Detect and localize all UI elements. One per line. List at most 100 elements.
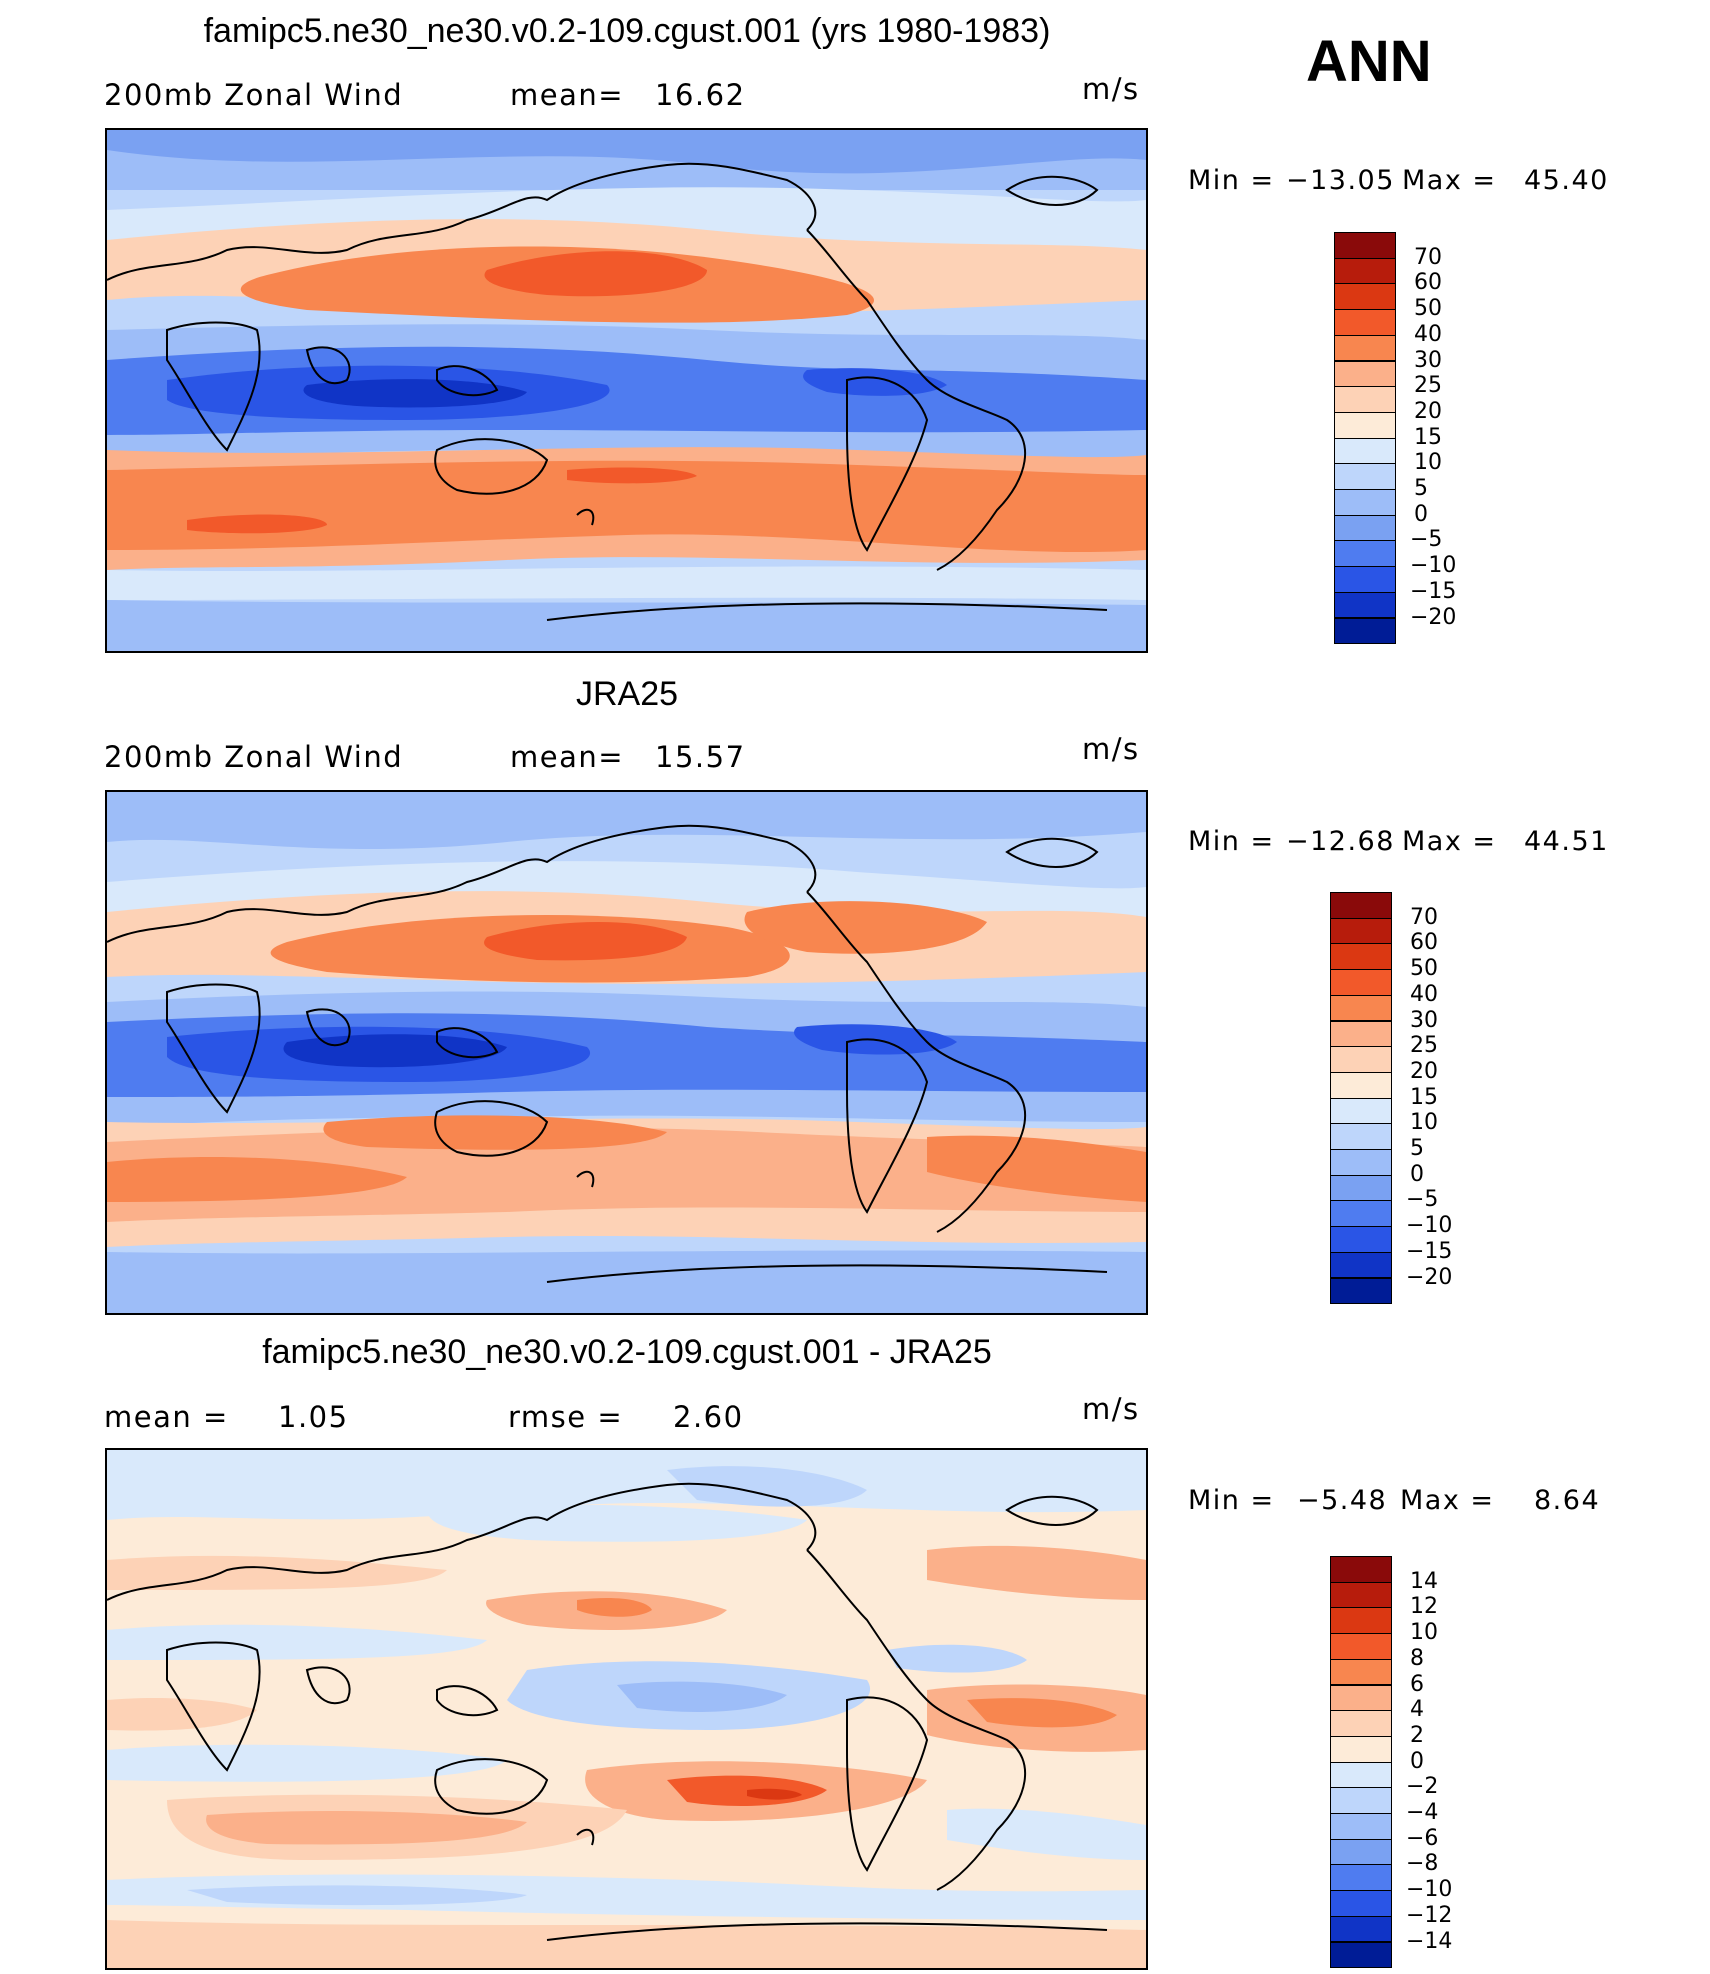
panel-2-max-label: Max = — [1402, 826, 1497, 857]
colorbar-swatch — [1330, 892, 1392, 919]
colorbar-tick-label: 30 — [1414, 347, 1442, 373]
colorbar-swatch — [1334, 566, 1396, 593]
colorbar-tick-label: −14 — [1406, 1928, 1453, 1954]
colorbar-swatch — [1330, 917, 1392, 945]
colorbar-tick-label: 10 — [1410, 1110, 1438, 1136]
colorbar-swatch — [1334, 437, 1396, 465]
colorbar-tick-label: 8 — [1410, 1645, 1424, 1671]
colorbar-swatch — [1334, 411, 1396, 439]
colorbar-swatch — [1330, 1915, 1392, 1943]
panel-3-max-label: Max = — [1400, 1485, 1495, 1516]
colorbar-tick-label: −10 — [1410, 553, 1457, 579]
panel-3-rmse-label: rmse = — [508, 1400, 624, 1434]
colorbar-swatch — [1330, 1581, 1392, 1609]
colorbar-tick-label: 15 — [1414, 424, 1442, 450]
colorbar-tick-label: −20 — [1410, 604, 1457, 630]
colorbar-swatch — [1334, 591, 1396, 619]
panel-1-units: m/s — [1082, 72, 1140, 106]
colorbar-swatch — [1330, 1710, 1392, 1737]
colorbar-tick-label: 25 — [1414, 373, 1442, 399]
colorbar-swatch — [1330, 1046, 1392, 1073]
panel-3-min-label: Min = — [1188, 1485, 1275, 1516]
panel-3-min-value: −5.48 — [1297, 1485, 1388, 1516]
colorbar-swatch — [1330, 1813, 1392, 1840]
panel-2-min-value: −12.68 — [1286, 826, 1395, 857]
colorbar-swatch — [1330, 1941, 1392, 1969]
colorbar-swatch — [1330, 1556, 1392, 1583]
colorbar-swatch — [1334, 386, 1396, 413]
panel-3-mean-value: 1.05 — [278, 1400, 349, 1434]
season-label: ANN — [1306, 29, 1432, 94]
panel-1-colorbar: 70 60 50 40 30 25 20 15 10 5 0 −5 −10 −15 −20 — [1334, 232, 1534, 645]
panel-3-rmse-value: 2.60 — [673, 1400, 744, 1434]
colorbar-tick-label: −20 — [1406, 1264, 1453, 1290]
panel-2-max-value: 44.51 — [1524, 826, 1609, 857]
colorbar-swatch — [1330, 1097, 1392, 1125]
colorbar-swatch — [1330, 1890, 1392, 1917]
colorbar-swatch — [1334, 489, 1396, 516]
colorbar-swatch — [1330, 1633, 1392, 1660]
colorbar-tick-label: 60 — [1410, 930, 1438, 956]
panel-1-variable-label: 200mb Zonal Wind — [104, 78, 404, 112]
colorbar-swatch — [1330, 1071, 1392, 1099]
colorbar-swatch — [1330, 1735, 1392, 1763]
colorbar-tick-label: 60 — [1414, 270, 1442, 296]
panel-3-map — [105, 1448, 1148, 1970]
colorbar-tick-label: −2 — [1406, 1774, 1439, 1800]
colorbar-tick-label: −5 — [1410, 527, 1443, 553]
colorbar-tick-label: −4 — [1406, 1800, 1439, 1825]
colorbar-swatch — [1334, 334, 1396, 362]
panel-3-title: famipc5.ne30_ne30.v0.2-109.cgust.001 - J… — [262, 1333, 992, 1371]
colorbar-swatch — [1334, 514, 1396, 542]
colorbar-swatch — [1334, 283, 1396, 311]
colorbar-tick-label: 30 — [1410, 1007, 1438, 1033]
colorbar-swatch — [1330, 1277, 1392, 1305]
colorbar-tick-label: 70 — [1410, 904, 1438, 930]
panel-2-mean-label: mean= — [510, 740, 625, 774]
colorbar-swatch — [1330, 1149, 1392, 1176]
colorbar-tick-label: 0 — [1410, 1161, 1424, 1187]
colorbar-tick-label: −15 — [1410, 578, 1457, 604]
colorbar-tick-label: 10 — [1410, 1620, 1438, 1646]
colorbar-swatch — [1330, 1123, 1392, 1150]
colorbar-swatch — [1330, 1200, 1392, 1228]
colorbar-tick-label: −12 — [1406, 1902, 1453, 1928]
panel-3-max-value: 8.64 — [1534, 1485, 1601, 1516]
colorbar-swatch — [1330, 1658, 1392, 1686]
panel-3-mean-label: mean = — [104, 1400, 229, 1434]
colorbar-tick-label: 2 — [1410, 1722, 1424, 1748]
panel-3-contour-field — [107, 1450, 1146, 1968]
colorbar-swatch — [1330, 994, 1392, 1022]
colorbar-swatch — [1334, 257, 1396, 285]
colorbar-tick-label: −5 — [1406, 1187, 1439, 1213]
colorbar-swatch — [1330, 969, 1392, 996]
colorbar-swatch — [1330, 1226, 1392, 1253]
panel-2-contour-field — [107, 792, 1146, 1313]
colorbar-swatch — [1330, 1251, 1392, 1279]
colorbar-tick-label: 15 — [1410, 1084, 1438, 1110]
colorbar-swatch — [1334, 540, 1396, 568]
colorbar-tick-label: 10 — [1414, 450, 1442, 476]
panel-1-max-label: Max = — [1402, 165, 1497, 196]
colorbar-tick-label: −6 — [1406, 1825, 1439, 1851]
colorbar-swatch — [1330, 1787, 1392, 1814]
colorbar-tick-label: −10 — [1406, 1213, 1453, 1239]
panel-2-min-label: Min = — [1188, 826, 1275, 857]
colorbar-tick-label: 0 — [1410, 1748, 1424, 1774]
colorbar-tick-label: 25 — [1410, 1033, 1438, 1059]
colorbar-tick-label: 40 — [1410, 981, 1438, 1007]
panel-2-map — [105, 790, 1148, 1315]
colorbar-tick-label: 50 — [1410, 956, 1438, 982]
colorbar-tick-label: 40 — [1414, 321, 1442, 347]
colorbar-swatch — [1330, 1684, 1392, 1712]
panel-1-min-label: Min = — [1188, 165, 1275, 196]
colorbar-swatch — [1330, 1174, 1392, 1202]
panel-1-max-value: 45.40 — [1524, 165, 1609, 196]
colorbar-swatch — [1330, 1761, 1392, 1789]
colorbar-tick-label: 14 — [1410, 1568, 1438, 1594]
colorbar-swatch — [1330, 943, 1392, 971]
panel-3-colorbar: 14 12 10 8 6 4 2 0 −2 −4 −6 −8 −10 −12 −14 — [1330, 1556, 1530, 1969]
colorbar-swatch — [1330, 1864, 1392, 1892]
panel-1-contour-field — [107, 130, 1146, 651]
colorbar-tick-label: 0 — [1414, 501, 1428, 527]
